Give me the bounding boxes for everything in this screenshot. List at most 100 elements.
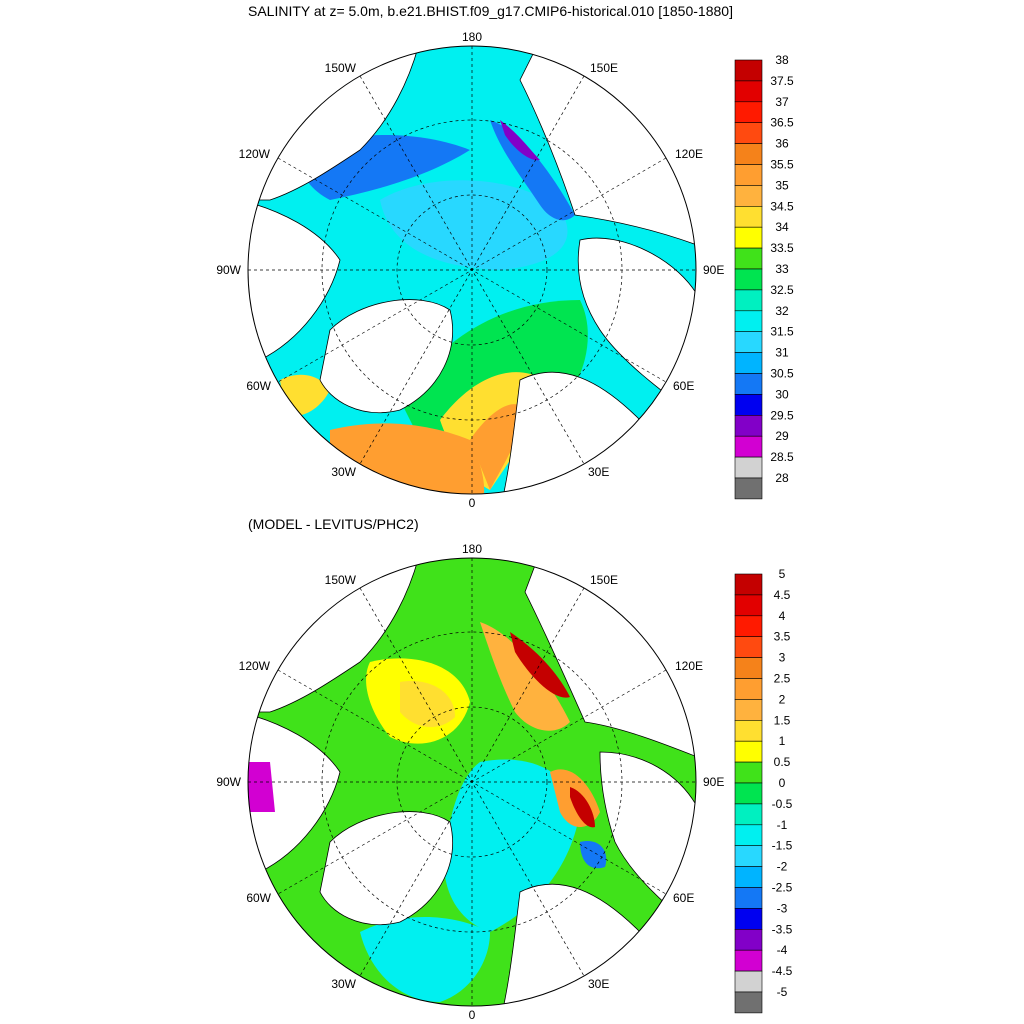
bottom-beaufort-core (400, 681, 455, 728)
bottom-lbl-0: 0 (469, 1008, 476, 1022)
bottom-colorbar-swatch (734, 845, 763, 867)
top-colorbar-label: 38 (775, 53, 789, 67)
bottom-colorbar-label: -1 (777, 818, 788, 832)
top-colorbar-swatch (734, 310, 763, 332)
bottom-grid (248, 558, 696, 1006)
bottom-colorbar-label: 4 (779, 609, 786, 623)
top-colorbar-swatch (734, 414, 763, 437)
bottom-colorbar-label: 1 (779, 734, 786, 748)
top-colorbar-swatch (734, 80, 763, 103)
top-lena-outflow (500, 120, 540, 161)
bottom-lbl-180: 180 (462, 542, 482, 556)
bottom-colorbar-label: 0.5 (774, 755, 791, 769)
top-bering (420, 46, 490, 80)
bottom-hudson-magenta (248, 762, 275, 812)
top-lbl-0: 0 (469, 496, 476, 510)
top-lbl-30e: 30E (588, 465, 609, 479)
top-lbl-150e: 150E (590, 61, 618, 75)
top-colorbar-swatch (734, 456, 763, 479)
bottom-lena-red (510, 632, 570, 698)
top-canada (248, 199, 341, 361)
bottom-colorbar-label: -3.5 (772, 922, 793, 936)
bottom-colorbar-label: -3 (777, 901, 788, 915)
top-colorbar-swatch (734, 352, 763, 374)
bottom-lbl-150e: 150E (590, 573, 618, 587)
bottom-siberian-orange (480, 622, 570, 731)
bottom-lbl-60e: 60E (673, 891, 694, 905)
top-colorbar-swatch (734, 435, 763, 458)
top-lbl-30w: 30W (331, 465, 356, 479)
top-map: 180 0 90E 90W 150E 150W 120E 120W 30E 30… (216, 30, 794, 510)
bottom-colorbar-label: 1.5 (774, 713, 791, 727)
bottom-colorbar-swatch (734, 657, 763, 679)
top-colorbar-label: 33.5 (770, 241, 794, 255)
bottom-colorbar-swatch (734, 678, 763, 700)
bottom-colorbar-swatch (734, 740, 763, 763)
top-colorbar-swatch (734, 101, 763, 124)
bottom-kara-red (570, 787, 595, 828)
top-lbl-180: 180 (462, 30, 482, 44)
top-colorbar-label: 31.5 (770, 325, 794, 339)
top-colorbar-label: 35 (775, 178, 789, 192)
top-colorbar-swatch (734, 268, 763, 291)
top-colorbar-label: 36.5 (770, 116, 794, 130)
top-colorbar-swatch (734, 331, 763, 353)
top-lbl-60w: 60W (246, 379, 271, 393)
bottom-colorbar-swatch (734, 594, 763, 617)
top-colorbar: 38 37.5 37 36.5 36 35.5 35 34.5 34 33.5 33 32.5 32 31… (734, 53, 794, 500)
bottom-colorbar-label: 0 (779, 776, 786, 790)
top-lbl-60e: 60E (673, 379, 694, 393)
bottom-colorbar-swatch (734, 908, 763, 930)
top-colorbar-label: 30 (775, 387, 789, 401)
top-colorbar-swatch (734, 143, 763, 165)
top-colorbar-swatch (734, 122, 763, 144)
top-colorbar-label: 35.5 (770, 158, 794, 172)
top-colorbar-swatch (734, 477, 763, 500)
bottom-colorbar-swatch (734, 636, 763, 658)
bottom-nordic-cyan (360, 917, 490, 1002)
top-colorbar-label: 34 (775, 220, 789, 234)
top-colorbar-label: 37 (775, 95, 789, 109)
bottom-canada (248, 711, 341, 873)
bottom-frame (247, 557, 697, 1007)
bottom-colorbar-swatch (734, 824, 763, 846)
bottom-lbl-30e: 30E (588, 977, 609, 991)
top-central-basin (380, 180, 568, 270)
top-colorbar-label: 34.5 (770, 199, 794, 213)
top-colorbar-label: 28 (775, 471, 789, 485)
bottom-lbl-60w: 60W (246, 891, 271, 905)
bottom-colorbar-swatch (734, 991, 763, 1014)
bottom-lbl-90e: 90E (703, 775, 724, 789)
top-colorbar-swatch (734, 247, 763, 270)
top-colorbar-label: 37.5 (770, 74, 794, 88)
bottom-colorbar-swatch (734, 949, 763, 972)
bottom-lbl-30w: 30W (331, 977, 356, 991)
top-lbl-90w: 90W (216, 263, 241, 277)
top-lbl-120e: 120E (675, 147, 703, 161)
bottom-lbl-150w: 150W (325, 573, 357, 587)
bottom-lbl-120e: 120E (675, 659, 703, 673)
top-lbl-150w: 150W (325, 61, 357, 75)
bottom-colorbar-label: 4.5 (774, 588, 791, 602)
top-colorbar-label: 30.5 (770, 367, 794, 381)
top-colorbar-label: 31 (775, 346, 789, 360)
top-colorbar-swatch (734, 164, 763, 186)
top-colorbar-swatch (734, 185, 763, 207)
bottom-colorbar-swatch (734, 615, 763, 638)
top-title: SALINITY at z= 5.0m, b.e21.BHIST.f09_g17… (248, 3, 733, 19)
bottom-colorbar-label: -0.5 (772, 797, 793, 811)
top-colorbar-swatch (734, 394, 763, 416)
bottom-colorbar: 5 4.5 4 3.5 3 2.5 2 1.5 1 0.5 0 -0.5 -1 -1.5 -2 -2.5 -3 -… (734, 567, 793, 1014)
top-lbl-120w: 120W (239, 147, 271, 161)
bottom-colorbar-swatch (734, 573, 763, 596)
bottom-colorbar-label: -5 (777, 985, 788, 999)
bottom-colorbar-label: 3.5 (774, 630, 791, 644)
top-colorbar-label: 28.5 (770, 450, 794, 464)
bottom-colorbar-label: 2 (779, 692, 786, 706)
bottom-colorbar-swatch (734, 866, 763, 888)
bottom-title: (MODEL - LEVITUS/PHC2) (248, 516, 419, 532)
top-colorbar-swatch (734, 226, 763, 249)
bottom-colorbar-swatch (734, 887, 763, 909)
bottom-colorbar-label: -1.5 (772, 839, 793, 853)
top-colorbar-label: 29.5 (770, 408, 794, 422)
